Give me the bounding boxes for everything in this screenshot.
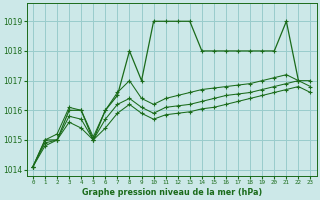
X-axis label: Graphe pression niveau de la mer (hPa): Graphe pression niveau de la mer (hPa) (82, 188, 262, 197)
